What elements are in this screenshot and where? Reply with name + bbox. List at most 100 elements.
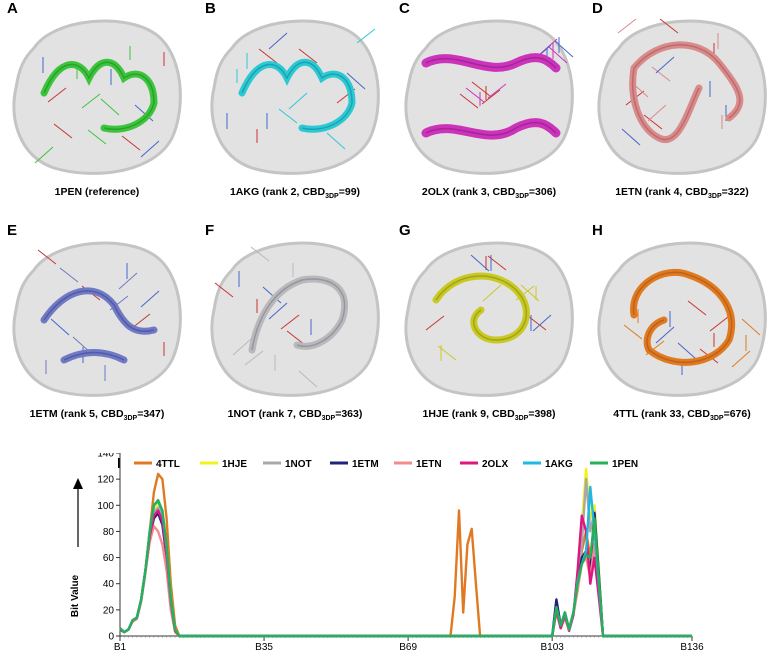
side-chain-sticks: [226, 28, 376, 150]
y-tick-label: 100: [97, 501, 114, 512]
caption-rank: (rank 7, CBD: [258, 408, 322, 420]
backbone-ribbon-edge: [632, 44, 741, 141]
legend-label-1hje: 1HJE: [222, 459, 247, 470]
y-tick-label: 40: [103, 579, 115, 590]
caption-id: 1NOT: [227, 408, 256, 420]
caption-rank: (rank 33, CBD: [641, 408, 710, 420]
backbone-ribbon-edge: [435, 275, 527, 341]
caption-id: 1ETN: [615, 186, 643, 198]
caption-rank: (rank 9, CBD: [451, 408, 515, 420]
backbone-ribbon-edge: [632, 271, 733, 363]
caption-4ttl: 4TTL (rank 33, CBD3DP=676): [587, 408, 777, 422]
panel-letter-c: C: [399, 0, 410, 17]
caption-value: =322): [721, 186, 749, 198]
caption-id: 1AKG: [229, 186, 260, 198]
caption-1not: 1NOT (rank 7, CBD3DP=363): [200, 408, 390, 422]
y-tick-label: 0: [108, 632, 114, 643]
x-tick-label: B1: [114, 642, 127, 653]
series-line-1etm: [119, 511, 692, 638]
bit-value-chart: 0 20 40 60 80 100 120 140 B1 B35 B69 B103 B136 Bit Va…: [70, 453, 704, 653]
backbone-ribbon-edge: [251, 278, 346, 351]
panel-letter-i: I: [117, 455, 122, 472]
legend-label-1akg: 1AKG: [545, 459, 573, 470]
side-chain-sticks: [617, 18, 727, 146]
structure-panel-1akg: B 1AKG (rank 2, CBD3DP=99): [198, 0, 391, 215]
caption-value: =363): [335, 408, 363, 420]
y-tick-label: 60: [103, 553, 115, 564]
caption-value: =347): [137, 408, 165, 420]
caption-id: 1HJE: [422, 408, 449, 420]
legend-label-2olx: 2OLX: [482, 459, 508, 470]
x-tick-label: B136: [680, 642, 704, 653]
x-tick-label: B69: [399, 642, 417, 653]
caption-value: =99): [338, 186, 361, 198]
caption-1etm: 1ETM (rank 5, CBD3DP=347): [2, 408, 192, 422]
caption-value: =676): [723, 408, 751, 420]
panel-letter-e: E: [7, 222, 18, 239]
caption-value: =306): [528, 186, 557, 198]
molecule-surface-1etn: [597, 18, 767, 175]
solvent-surface: [12, 241, 182, 397]
series-line-1not: [119, 477, 692, 638]
series-line-1etn: [119, 524, 692, 638]
structure-panel-1hje: G 1HJE (rank 9, CBD3DP=398): [392, 222, 585, 437]
legend-label-1etm: 1ETM: [352, 459, 379, 470]
caption-rank: (rank 2, CBD: [262, 186, 326, 198]
panel-letter-a: A: [7, 0, 18, 17]
series-line-1hje: [119, 467, 692, 638]
caption-rank: (rank 3, CBD: [452, 186, 516, 198]
caption-subscript: 3DP: [321, 415, 336, 423]
molecule-surface-1etm: [12, 241, 182, 397]
structure-panel-1etm: E 1ETM (rank 5, CBD3DP=347): [0, 222, 193, 437]
series-line-4ttl: [119, 472, 692, 638]
caption-1etn: 1ETN (rank 4, CBD3DP=322): [587, 186, 777, 200]
side-chain-sticks: [425, 254, 552, 361]
caption-value: =398): [528, 408, 556, 420]
structure-panel-1etn: D 1ETN (rank 4, CBD3DP=322): [585, 0, 778, 215]
solvent-surface: [210, 19, 380, 175]
panel-letter-f: F: [205, 222, 215, 239]
series-line-1akg: [119, 485, 692, 638]
structure-panel-2olx: C 2OLX (rank 3, CBD3DP=306): [392, 0, 585, 215]
backbone-ribbon-edge: [425, 56, 557, 136]
solvent-surface: [210, 241, 380, 397]
caption-1akg: 1AKG (rank 2, CBD3DP=99): [200, 186, 390, 200]
caption-subscript: 3DP: [325, 193, 339, 201]
panel-letter-d: D: [592, 0, 603, 17]
legend-label-1not: 1NOT: [285, 459, 312, 470]
caption-subscript: 3DP: [123, 415, 138, 423]
solvent-surface: [12, 19, 182, 175]
y-tick-label: 20: [103, 605, 115, 616]
panel-letter-g: G: [399, 222, 411, 239]
panel-letter-b: B: [205, 0, 216, 17]
backbone-ribbon-edge: [43, 61, 155, 130]
solvent-surface: [404, 241, 574, 397]
x-tick-label: B103: [540, 642, 564, 653]
caption-rank: (rank 5, CBD: [60, 408, 124, 420]
structure-panel-1pen: A 1PEN (reference): [0, 0, 193, 215]
caption-1hje: 1HJE (rank 9, CBD3DP=398): [394, 408, 584, 422]
caption-id: 2OLX: [421, 186, 450, 198]
molecule-surface-4ttl: [597, 241, 767, 397]
x-tick-label: B35: [255, 642, 273, 653]
caption-subscript: 3DP: [708, 193, 722, 201]
caption-id: 1PEN: [54, 186, 83, 198]
legend-label-4ttl: 4TTL: [156, 459, 180, 470]
structure-panel-1not: F 1NOT (rank 7, CBD3DP=363): [198, 222, 391, 437]
legend-label-1etn: 1ETN: [416, 459, 442, 470]
caption-id: 1ETM: [29, 408, 58, 420]
y-axis-arrowhead: [73, 478, 83, 489]
panel-letter-h: H: [592, 222, 603, 239]
molecule-surface-1pen: [12, 19, 182, 175]
molecule-surface-2olx: [404, 19, 574, 175]
y-tick-label: 140: [97, 453, 114, 460]
molecule-surface-1not: [210, 241, 380, 397]
y-tick-label: 120: [97, 475, 114, 486]
series-line-2olx: [119, 509, 692, 638]
caption-id: 4TTL: [613, 408, 639, 420]
caption-subscript: 3DP: [515, 193, 529, 201]
solvent-surface: [597, 241, 767, 397]
series-line-1pen: [119, 498, 692, 638]
caption-1pen: 1PEN (reference): [2, 186, 192, 198]
caption-subscript: 3DP: [709, 415, 724, 423]
